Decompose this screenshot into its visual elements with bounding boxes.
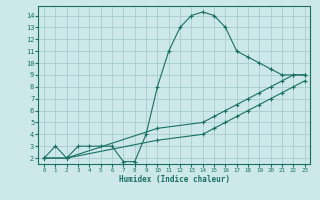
X-axis label: Humidex (Indice chaleur): Humidex (Indice chaleur) bbox=[119, 175, 230, 184]
